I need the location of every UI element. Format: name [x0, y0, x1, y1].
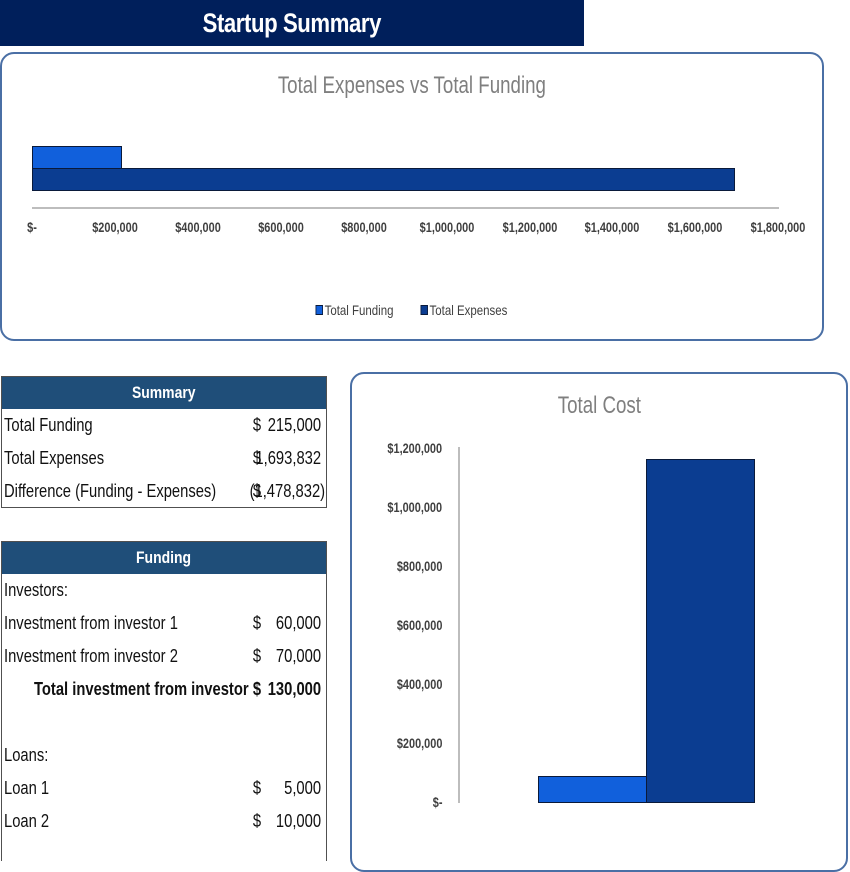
legend-swatch-icon: [420, 305, 428, 315]
y-axis-line: [458, 447, 460, 803]
total-cost-chart[interactable]: Total Cost $1,200,000 $1,000,000 $800,00…: [350, 372, 848, 872]
spacer-row: [2, 706, 326, 739]
legend-swatch-icon: [316, 305, 324, 315]
table-row[interactable]: Loan 1 $ 5,000: [4, 778, 321, 798]
table-row[interactable]: Loan 2 $ 10,000: [4, 811, 321, 831]
total-row[interactable]: Total investment from investor $ 130,000: [34, 679, 321, 699]
funding-bar[interactable]: [32, 146, 122, 169]
table-header: Summary: [2, 377, 326, 409]
y-tick: $-: [432, 794, 442, 810]
section-label: Investors:: [4, 580, 68, 600]
legend-item-funding[interactable]: Total Funding: [316, 302, 394, 318]
section-label: Loans:: [4, 745, 49, 765]
funding-table: Funding Investors: Investment from inves…: [1, 541, 327, 861]
x-tick: $600,000: [258, 219, 304, 235]
table-row[interactable]: Total Expenses $ 1,693,832: [4, 448, 321, 468]
expenses-vs-funding-chart[interactable]: Total Expenses vs Total Funding $- $200,…: [0, 52, 824, 341]
x-tick: $1,200,000: [502, 219, 558, 235]
y-tick: $600,000: [396, 617, 442, 633]
y-tick: $400,000: [396, 676, 442, 692]
cost-bar-2[interactable]: [646, 459, 755, 803]
x-tick: $1,000,000: [419, 219, 475, 235]
chart-title: Total Cost: [557, 392, 641, 419]
table-row[interactable]: Difference (Funding - Expenses) $ (1,478…: [4, 481, 325, 501]
x-tick: $-: [27, 219, 37, 235]
expenses-bar[interactable]: [32, 168, 735, 191]
chart-title: Total Expenses vs Total Funding: [277, 72, 547, 99]
cost-bar-1[interactable]: [538, 776, 647, 803]
y-tick: $1,200,000: [387, 440, 442, 456]
table-row[interactable]: Investment from investor 2 $ 70,000: [4, 646, 321, 666]
x-tick: $1,600,000: [667, 219, 723, 235]
y-tick: $1,000,000: [387, 499, 442, 515]
page-title: Startup Summary: [202, 7, 382, 38]
chart-legend: Total Funding Total Expenses: [2, 302, 822, 318]
table-row[interactable]: Total Funding $ 215,000: [4, 415, 321, 435]
x-axis-line: [32, 207, 779, 209]
y-tick: $200,000: [396, 735, 442, 751]
table-row[interactable]: Investment from investor 1 $ 60,000: [4, 613, 321, 633]
x-tick: $1,800,000: [750, 219, 806, 235]
x-tick: $400,000: [175, 219, 221, 235]
table-header: Funding: [2, 542, 326, 574]
y-tick: $800,000: [396, 558, 442, 574]
x-tick: $800,000: [341, 219, 387, 235]
summary-table: Summary Total Funding $ 215,000 Total Ex…: [1, 376, 327, 508]
x-tick: $1,400,000: [584, 219, 640, 235]
x-tick: $200,000: [92, 219, 138, 235]
legend-item-expenses[interactable]: Total Expenses: [420, 302, 507, 318]
page-title-bar: Startup Summary: [0, 0, 584, 46]
